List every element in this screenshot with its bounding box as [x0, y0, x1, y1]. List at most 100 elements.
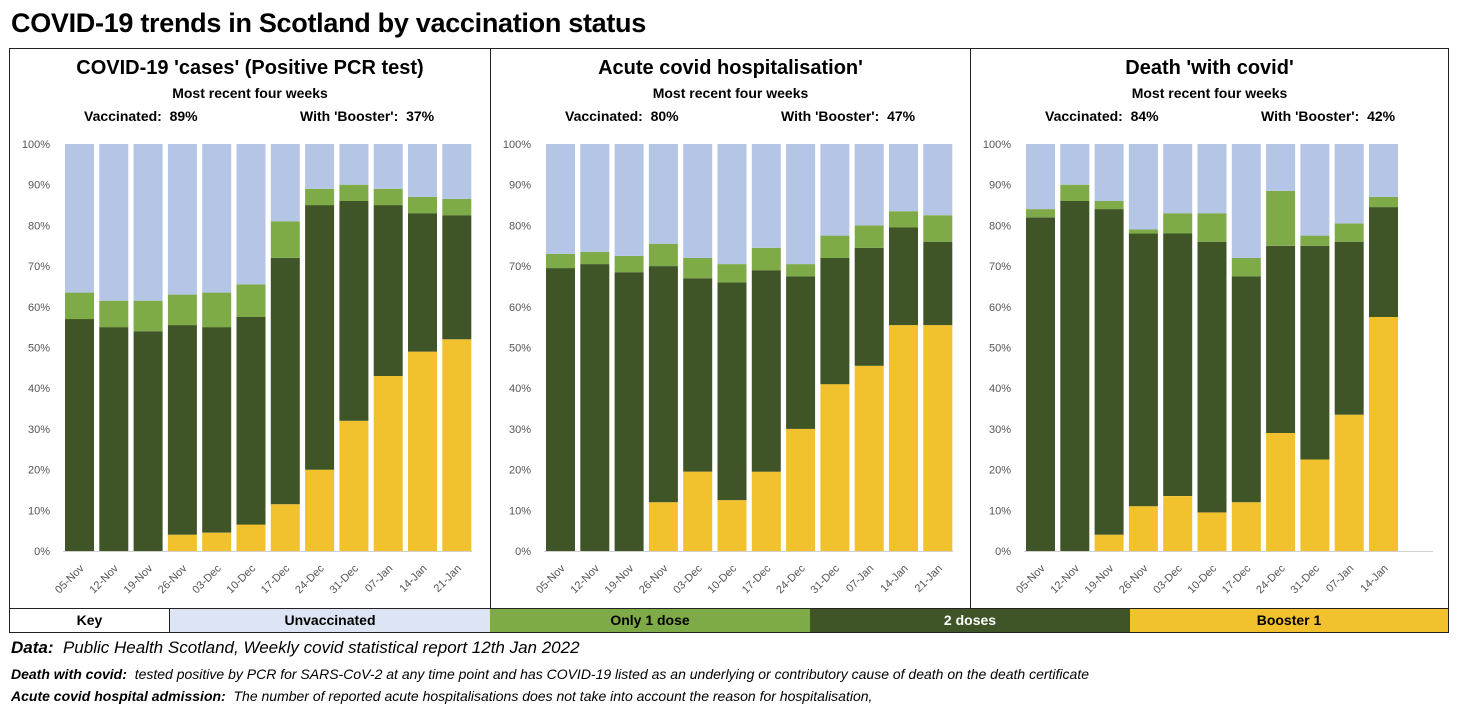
y-tick-label: 90% [509, 180, 531, 192]
y-tick-label: 80% [989, 220, 1011, 232]
x-tick-label: 03-Dec [1151, 562, 1185, 596]
bar-segment-only-1-dose [683, 258, 713, 279]
y-tick-label: 10% [989, 505, 1011, 517]
cases-chart-subtitle: Most recent four weeks [172, 85, 328, 101]
x-tick-label: 24-Dec [293, 562, 327, 596]
bar-segment-only-1-dose [1128, 229, 1158, 234]
bar-segment-2-doses [133, 331, 163, 551]
bar-segment-only-1-dose [751, 247, 781, 271]
x-tick-label: 05-Nov [53, 562, 87, 596]
bar-segment-unvaccinated [1128, 144, 1158, 230]
x-tick-label: 12-Nov [87, 562, 121, 596]
bar-segment-only-1-dose [1369, 196, 1398, 208]
x-tick-label: 10-Dec [1186, 562, 1220, 596]
cases-chart-title: COVID-19 'cases' (Positive PCR test) [76, 57, 424, 79]
bar-segment-booster-1 [786, 428, 816, 551]
bar-segment-only-1-dose [1334, 223, 1364, 242]
footer-death-definition: Death with covid: tested positive by PCR… [11, 666, 1089, 682]
hospitalisation-chart-subtitle: Most recent four weeks [652, 85, 809, 101]
death-vaccinated-label: Vaccinated: [1045, 108, 1123, 124]
main-title: COVID-19 trends in Scotland by vaccinati… [11, 8, 646, 38]
y-tick-label: 40% [989, 383, 1011, 395]
bar-segment-unvaccinated [167, 144, 197, 295]
bar-segment-only-1-dose [614, 255, 644, 273]
x-tick-label: 26-Nov [156, 562, 190, 596]
hospitalisation-vaccinated-stat: Vaccinated: 80% [565, 108, 679, 124]
bar-segment-only-1-dose [339, 184, 369, 201]
bar-segment-2-doses [99, 327, 129, 551]
y-tick-label: 60% [28, 302, 50, 314]
death-booster-label: With 'Booster': [1261, 108, 1360, 124]
cases-booster-label: With 'Booster': [300, 108, 399, 124]
death-booster-value: 42% [1367, 108, 1396, 124]
death-booster-stat: With 'Booster': 42% [1261, 108, 1395, 124]
death-vaccinated-value: 84% [1130, 108, 1159, 124]
bar-segment-booster-1 [408, 351, 437, 551]
x-tick-label: 07-Jan [844, 563, 876, 595]
y-tick-label: 100% [22, 139, 50, 151]
bar-segment-2-doses [820, 258, 850, 385]
bar-segment-booster-1 [1266, 433, 1296, 551]
bar-segment-unvaccinated [854, 144, 884, 226]
bar-segment-2-doses [1094, 209, 1124, 535]
bar-segment-unvaccinated [99, 144, 129, 301]
death-chart-subtitle: Most recent four weeks [1131, 85, 1288, 101]
bar-segment-unvaccinated [339, 144, 369, 185]
y-tick-label: 10% [509, 505, 531, 517]
y-tick-label: 90% [28, 180, 50, 192]
bar-segment-only-1-dose [1266, 190, 1296, 246]
bar-segment-only-1-dose [65, 292, 94, 320]
cases-vaccinated-value: 89% [169, 108, 198, 124]
y-tick-label: 40% [28, 383, 50, 395]
bar-segment-only-1-dose [1026, 209, 1055, 218]
y-tick-label: 90% [989, 180, 1011, 192]
bar-segment-2-doses [1026, 217, 1055, 552]
bar-segment-unvaccinated [923, 144, 953, 216]
bar-segment-unvaccinated [889, 144, 918, 212]
bar-segment-2-doses [648, 266, 678, 503]
y-tick-label: 30% [509, 424, 531, 436]
y-tick-label: 60% [989, 302, 1011, 314]
bar-segment-only-1-dose [133, 300, 163, 332]
bar-segment-booster-1 [1197, 512, 1227, 551]
x-tick-label: 17-Dec [740, 562, 774, 596]
bar-segment-unvaccinated [1231, 144, 1261, 258]
bar-segment-2-doses [1060, 201, 1090, 551]
bar-segment-2-doses [408, 213, 437, 352]
bar-segment-only-1-dose [1197, 213, 1227, 242]
bar-segment-2-doses [1266, 245, 1296, 433]
bar-segment-unvaccinated [614, 144, 644, 256]
bar-segment-only-1-dose [373, 188, 403, 206]
legend-booster-1: Booster 1 [1130, 609, 1448, 632]
bar-segment-2-doses [683, 278, 713, 472]
bar-segment-2-doses [546, 268, 575, 551]
bar-segment-unvaccinated [580, 144, 610, 252]
bar-segment-only-1-dose [1163, 213, 1193, 234]
footer-hosp-text: The number of reported acute hospitalisa… [233, 688, 873, 704]
bar-segment-booster-1 [1300, 459, 1330, 551]
hospitalisation-chart-title: Acute covid hospitalisation' [598, 57, 863, 79]
x-tick-label: 17-Dec [259, 562, 293, 596]
y-tick-label: 20% [509, 465, 531, 477]
x-tick-label: 26-Nov [1117, 562, 1151, 596]
legend-unvaccinated: Unvaccinated [170, 609, 490, 632]
bar-segment-booster-1 [923, 325, 953, 551]
bar-segment-unvaccinated [236, 144, 266, 285]
bar-segment-2-doses [339, 201, 369, 421]
bar-segment-2-doses [1300, 245, 1330, 460]
x-tick-label: 03-Dec [190, 562, 224, 596]
bar-segment-booster-1 [1334, 414, 1364, 551]
x-tick-label: 07-Jan [1324, 563, 1356, 595]
y-tick-label: 100% [983, 139, 1011, 151]
x-tick-label: 10-Dec [706, 562, 740, 596]
bar-segment-unvaccinated [751, 144, 781, 248]
bar-segment-unvaccinated [202, 144, 232, 293]
bar-segment-2-doses [923, 241, 953, 326]
bar-segment-booster-1 [1369, 317, 1398, 551]
hospitalisation-chart: 0%10%20%30%40%50%60%70%80%90%100%05-Nov 1… [503, 139, 953, 596]
x-tick-label: 05-Nov [1014, 562, 1048, 596]
x-tick-label: 07-Jan [363, 563, 395, 595]
x-tick-label: 31-Dec [327, 562, 361, 596]
bar-segment-2-doses [854, 247, 884, 366]
legend-only-1-dose: Only 1 dose [490, 609, 810, 632]
